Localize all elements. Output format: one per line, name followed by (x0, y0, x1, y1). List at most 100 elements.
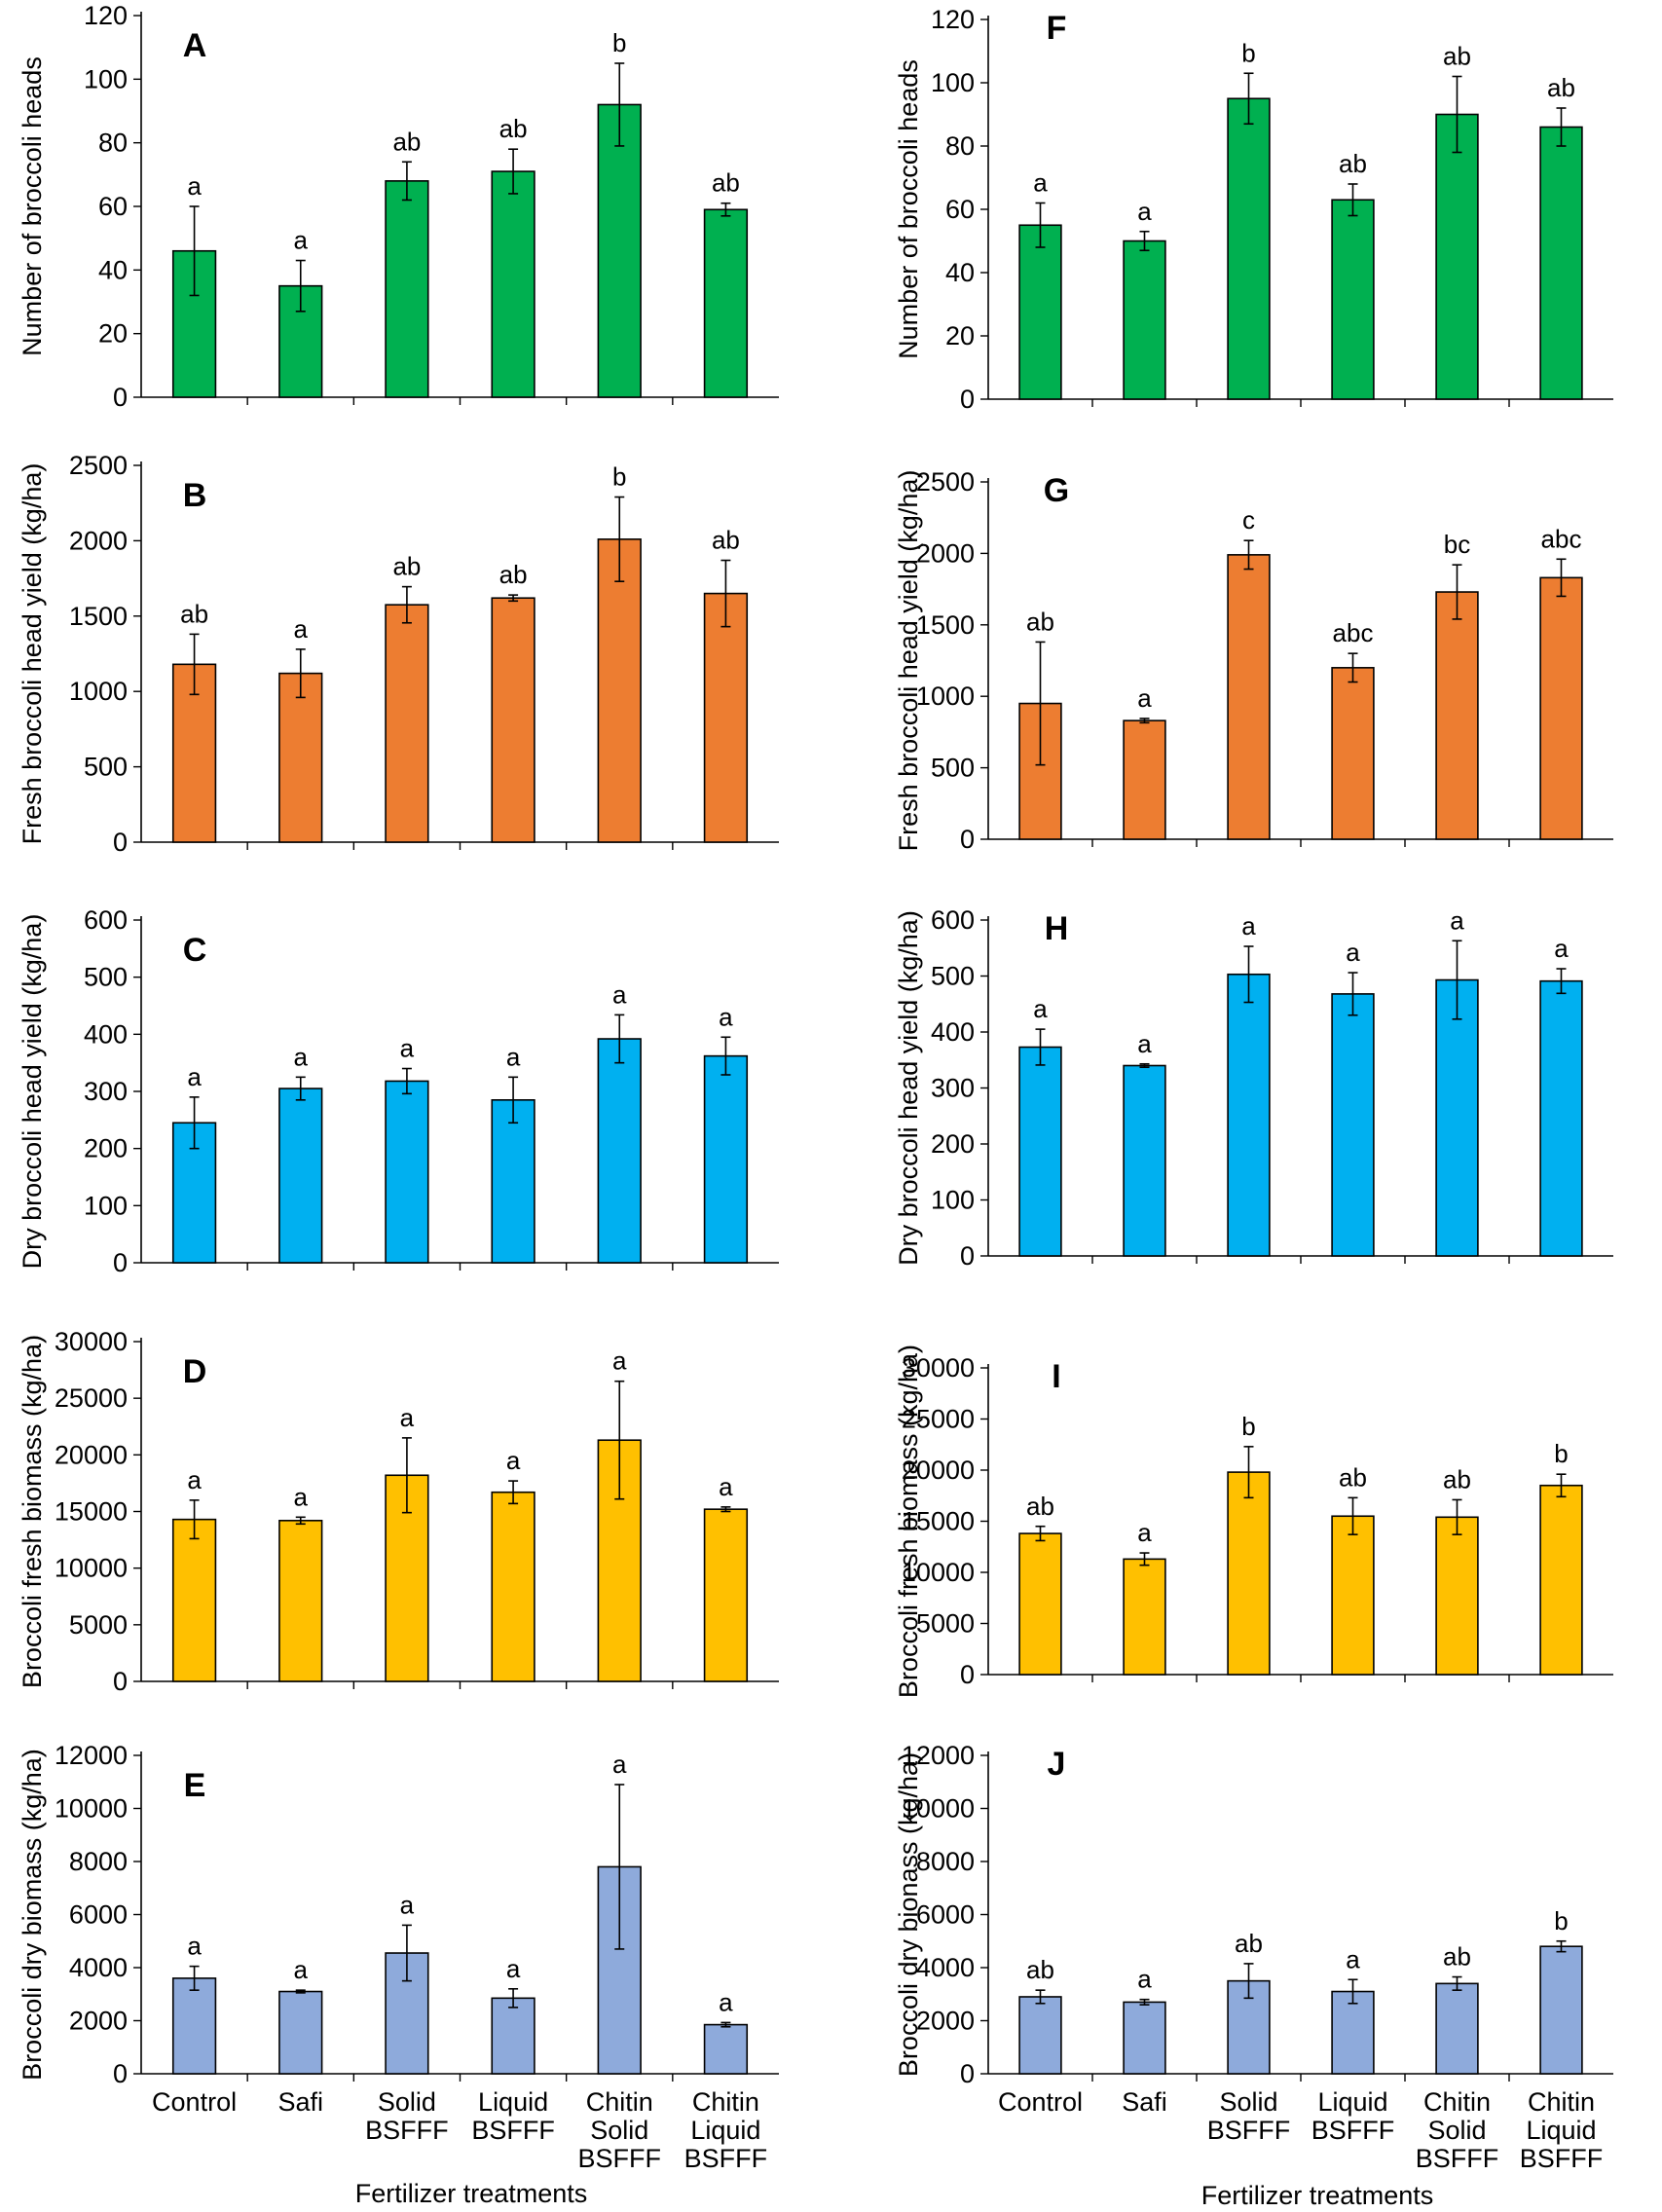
panel-j-bar (1435, 1982, 1479, 2075)
panel-j-bar (1539, 1945, 1583, 2075)
panel-a-ytick-label: 60 (98, 192, 128, 221)
panel-d-y-label: Broccoli fresh biomass (kg/ha) (18, 1335, 47, 1688)
panel-h-ytick-label: 600 (931, 905, 975, 935)
panel-d-ytick-label: 25000 (55, 1383, 128, 1413)
panel-f-bar (1123, 240, 1166, 400)
panel-d-sig-letter: a (187, 1465, 202, 1494)
panel-h-y-label: Dry broccoli head yield (kg/ha) (894, 910, 923, 1266)
panel-c-ytick-label: 100 (84, 1191, 128, 1220)
panel-b-bar (703, 592, 749, 843)
panel-c-y-label: Dry broccoli head yield (kg/ha) (18, 914, 47, 1270)
panel-g-ytick-label: 1000 (916, 682, 975, 711)
panel-c-ytick-label: 0 (113, 1248, 128, 1277)
panel-f-sig-letter: a (1137, 197, 1152, 226)
panel-d-sig-letter: a (506, 1446, 521, 1475)
panel-b-sig-letter: ab (392, 552, 421, 581)
panel-f-bar (1435, 113, 1479, 400)
panel-j-ytick-label: 10000 (902, 1794, 975, 1824)
panel-a-ytick-label: 100 (84, 64, 128, 93)
panel-d-bar (171, 1518, 217, 1682)
panel-g-bar (1123, 719, 1166, 840)
panel-f-ytick-label: 120 (931, 5, 975, 34)
panel-e-category-label: Solid BSFFF (365, 2087, 449, 2145)
panel-a-ytick-label: 80 (98, 129, 128, 158)
panel-i-sig-letter: b (1241, 1412, 1255, 1441)
panel-a-sig-letter: b (612, 28, 626, 57)
panel-e-bar (278, 1990, 323, 2075)
panel-a-sig-letter: ab (499, 114, 528, 143)
panel-j-ytick-label: 6000 (916, 1900, 975, 1930)
panel-c-bar (597, 1038, 642, 1264)
panel-i-bar (1018, 1532, 1062, 1676)
panel-d-sig-letter: a (294, 1482, 309, 1511)
panel-i-bar (1123, 1558, 1166, 1676)
panel-c-label: C (183, 932, 207, 969)
panel-d-ytick-label: 15000 (55, 1497, 128, 1527)
panel-b-sig-letter: ab (180, 599, 208, 628)
panel-e-sig-letter: a (506, 1954, 521, 1983)
panel-e-category-label: Safi (277, 2087, 323, 2117)
panel-a-bar (597, 103, 642, 398)
panel-d-ytick-label: 0 (113, 1667, 128, 1696)
panel-h-ytick-label: 0 (960, 1241, 975, 1271)
panel-e-ytick-label: 8000 (69, 1847, 128, 1876)
panel-g-sig-letter: bc (1444, 530, 1470, 559)
panel-f-sig-letter: ab (1443, 42, 1471, 71)
panel-e-ytick-label: 4000 (69, 1953, 128, 1982)
panel-j-sig-letter: a (1137, 1965, 1152, 1994)
panel-h-bar (1018, 1046, 1062, 1257)
panel-a-ytick-label: 0 (113, 383, 128, 412)
panel-a-bar (278, 284, 323, 398)
panel-e-label: E (184, 1767, 206, 1804)
panel-g-ytick-label: 500 (931, 754, 975, 783)
panel-f-sig-letter: b (1241, 38, 1255, 67)
panel-d-bar (278, 1520, 323, 1682)
panel-i-bar (1539, 1484, 1583, 1676)
panel-i-bar (1227, 1471, 1271, 1676)
panel-b-sig-letter: a (294, 614, 309, 644)
panel-i-ytick-label: 30000 (902, 1353, 975, 1382)
panel-j-category-label: Solid BSFFF (1207, 2087, 1291, 2145)
panel-i-ytick-label: 0 (960, 1660, 975, 1689)
panel-b-bar (385, 604, 429, 843)
panel-g-ytick-label: 0 (960, 825, 975, 854)
panel-e-sig-letter: a (294, 1955, 309, 1984)
panel-e-bar (171, 1977, 217, 2075)
panel-c-ytick-label: 600 (84, 905, 128, 935)
panel-b-ytick-label: 500 (84, 753, 128, 782)
panel-f-sig-letter: ab (1547, 73, 1575, 102)
panel-j-label: J (1048, 1746, 1066, 1783)
panel-e-y-label: Broccoli dry biomass (kg/ha) (18, 1749, 47, 2081)
panel-c-sig-letter: a (187, 1062, 202, 1091)
panel-e-sig-letter: a (400, 1890, 415, 1919)
panel-j-sig-letter: ab (1443, 1942, 1471, 1972)
panel-f-ytick-label: 20 (945, 321, 975, 350)
panel-c-sig-letter: a (612, 979, 627, 1009)
panel-j-sig-letter: ab (1026, 1955, 1054, 1984)
panel-b-ytick-label: 1000 (69, 677, 128, 706)
panel-h-ytick-label: 100 (931, 1186, 975, 1215)
panel-b-bar (491, 597, 536, 843)
panel-i-sig-letter: ab (1443, 1464, 1471, 1493)
panel-e-category-label: Control (152, 2087, 237, 2117)
panel-i-ytick-label: 10000 (902, 1558, 975, 1587)
panel-h-sig-letter: a (1346, 938, 1360, 967)
panel-g-sig-letter: a (1137, 683, 1152, 713)
panel-j-ytick-label: 0 (960, 2059, 975, 2088)
panel-j-ytick-label: 4000 (916, 1953, 975, 1982)
panel-a-sig-letter: a (294, 226, 309, 255)
panel-h-label: H (1045, 910, 1069, 947)
panel-h-bar (1331, 993, 1375, 1257)
panel-h-bar (1227, 973, 1271, 1257)
panel-e-ytick-label: 10000 (55, 1794, 128, 1824)
panel-f-ytick-label: 40 (945, 258, 975, 287)
panel-b-sig-letter: b (612, 462, 626, 492)
panel-d-bar (703, 1508, 749, 1682)
panel-j-category-label: Chitin Liquid BSFFF (1520, 2087, 1604, 2173)
panel-j-category-label: Chitin Solid BSFFF (1416, 2087, 1499, 2173)
panel-c-bar (278, 1088, 323, 1264)
panel-g-bar (1539, 576, 1583, 840)
panel-d-sig-letter: a (719, 1472, 733, 1501)
panel-c-bar (385, 1080, 429, 1264)
